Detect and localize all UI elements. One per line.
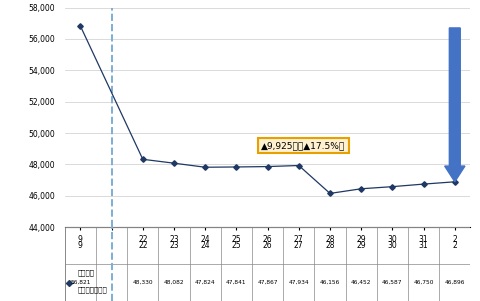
Text: 25: 25 [231,241,241,250]
Text: 22: 22 [138,241,147,250]
Text: 47,934: 47,934 [288,280,309,285]
Text: 46,156: 46,156 [320,280,340,285]
Text: 46,750: 46,750 [413,280,434,285]
Text: 24: 24 [200,241,210,250]
Text: 23: 23 [169,241,179,250]
Text: 46,452: 46,452 [351,280,372,285]
Text: 26: 26 [263,241,273,250]
Text: 48,082: 48,082 [164,280,184,285]
Text: 56,821: 56,821 [70,280,91,285]
Text: 46,587: 46,587 [382,280,403,285]
Text: 31: 31 [419,241,429,250]
Text: 総職員数: 総職員数 [77,270,94,276]
Text: 2: 2 [453,241,457,250]
Text: 29: 29 [356,241,366,250]
Text: 9: 9 [78,241,83,250]
Text: 47,867: 47,867 [257,280,278,285]
Text: 30: 30 [387,241,397,250]
Text: ▲9,925人（▲17.5%）: ▲9,925人（▲17.5%） [261,141,346,150]
Text: 27: 27 [294,241,304,250]
Text: 28: 28 [325,241,335,250]
Text: 47,841: 47,841 [226,280,247,285]
FancyArrow shape [444,28,465,182]
Text: 48,330: 48,330 [132,280,153,285]
Text: （千葉市除く）: （千葉市除く） [77,287,107,293]
Text: 46,896: 46,896 [444,280,465,285]
Text: 47,824: 47,824 [195,280,216,285]
